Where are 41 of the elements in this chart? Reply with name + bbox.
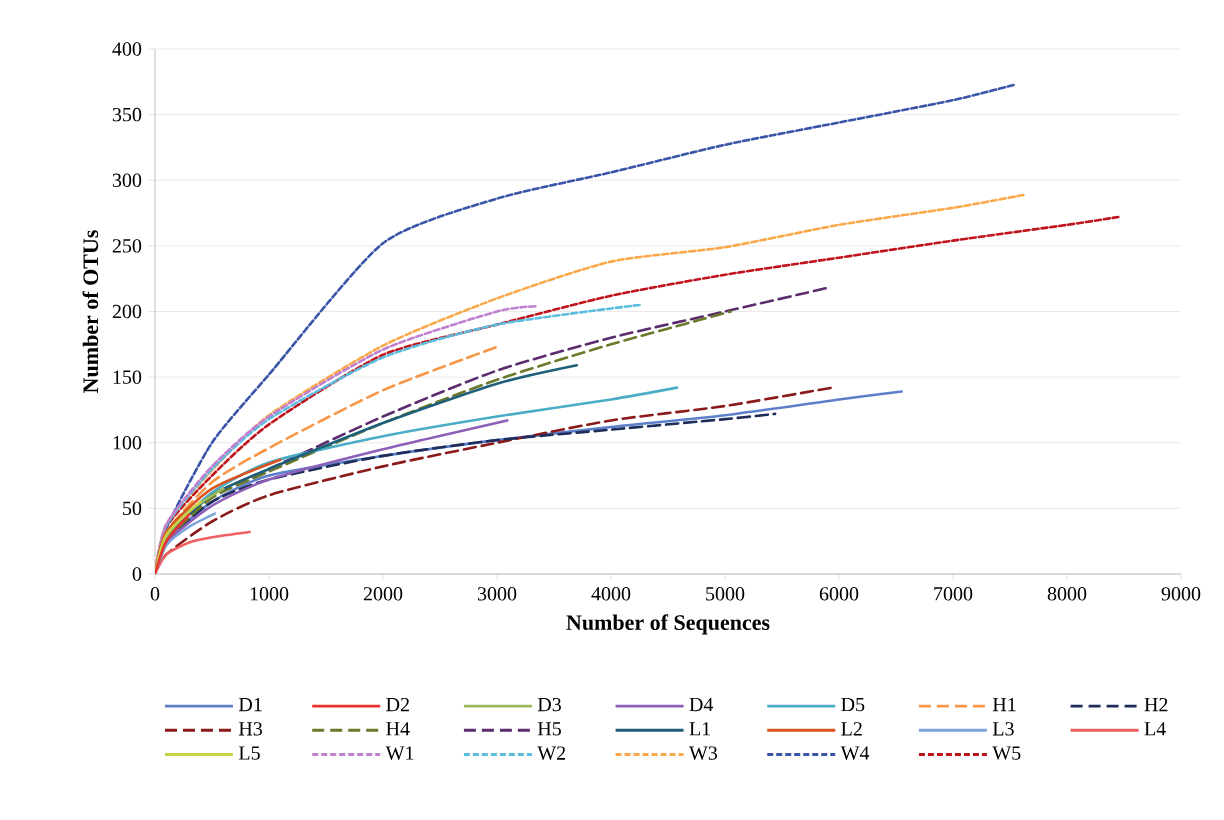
legend-label: L3 <box>992 722 1014 736</box>
legend-label: W4 <box>840 746 870 760</box>
legend-label: D4 <box>689 697 714 712</box>
legend-label: H4 <box>386 722 410 736</box>
x-axis-title: Number of Sequences <box>566 614 770 635</box>
legend-label: H3 <box>238 722 263 736</box>
legend-label: D5 <box>841 697 865 712</box>
legend-label: H2 <box>1144 697 1168 712</box>
y-tick-label: 300 <box>112 173 142 187</box>
y-tick-label: 0 <box>132 567 142 581</box>
legend-label: H1 <box>992 697 1016 712</box>
x-tick-label: 8000 <box>1047 587 1087 601</box>
y-tick-label: 200 <box>112 304 142 319</box>
y-tick-label: 100 <box>113 436 142 450</box>
x-tick-label: 4000 <box>591 587 631 601</box>
y-tick-label: 50 <box>123 501 142 516</box>
x-tick-label: 0 <box>150 587 160 601</box>
x-tick-label: 3000 <box>477 587 517 601</box>
y-tick-label: 150 <box>113 370 142 384</box>
y-tick-label: 250 <box>112 239 142 253</box>
x-tick-label: 7000 <box>934 587 973 601</box>
legend-label: L4 <box>1144 722 1166 736</box>
legend-label: D2 <box>386 697 409 712</box>
legend-label: L2 <box>841 722 862 736</box>
legend-label: L5 <box>238 746 260 760</box>
x-tick-label: 2000 <box>363 587 403 601</box>
legend-label: W1 <box>385 746 414 760</box>
y-tick-label: 350 <box>112 107 142 122</box>
x-tick-label: 6000 <box>819 587 859 601</box>
legend-label: W5 <box>992 746 1021 760</box>
x-tick-label: 1000 <box>250 587 289 601</box>
legend-label: D3 <box>537 697 561 712</box>
x-tick-label: 9000 <box>1161 587 1201 601</box>
legend-label: D1 <box>238 697 262 712</box>
legend-label: H5 <box>537 722 561 736</box>
x-tick-label: 5000 <box>706 587 745 601</box>
y-axis-title: Number of OTUs <box>82 230 99 393</box>
legend-label: L1 <box>689 722 710 736</box>
y-tick-label: 400 <box>112 42 142 56</box>
legend-label: W2 <box>537 746 566 760</box>
legend-label: W3 <box>688 746 718 760</box>
